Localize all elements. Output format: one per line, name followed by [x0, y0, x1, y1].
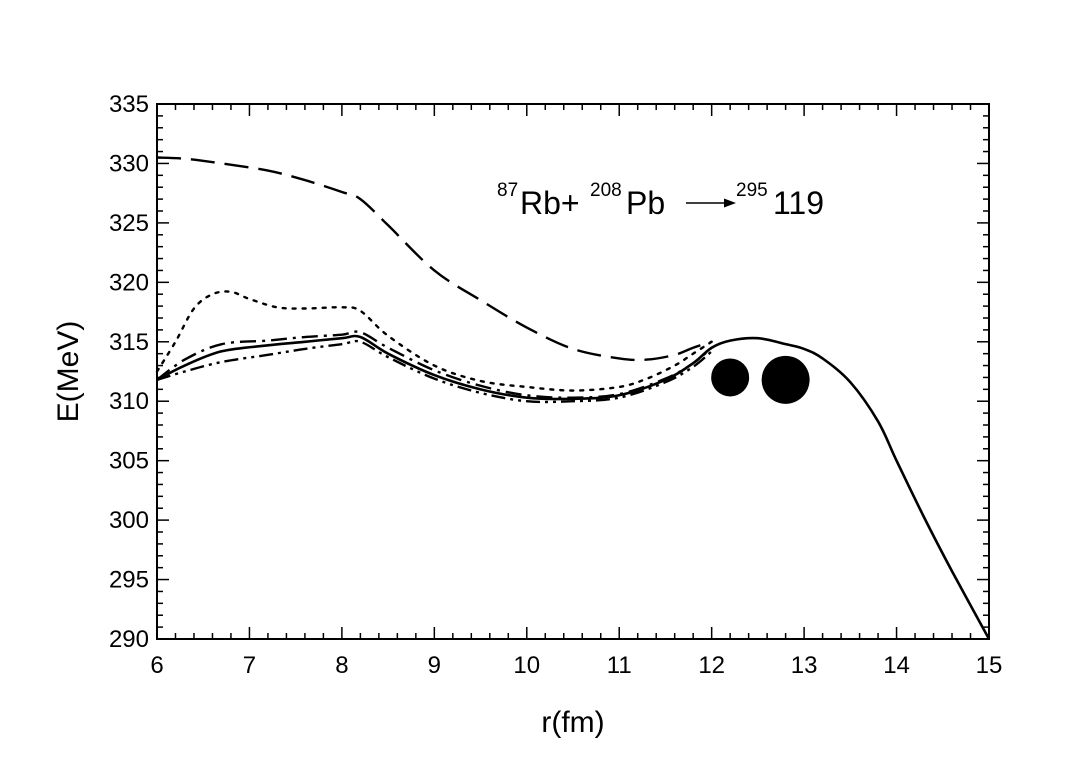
x-tick-label: 7 [243, 652, 256, 679]
x-axis-title: r(fm) [541, 706, 604, 739]
annotation-pb: Pb [626, 185, 665, 221]
annotation-rb: Rb+ [520, 185, 580, 221]
reaction-arrow-head [724, 198, 736, 208]
nuclei-markers [711, 355, 810, 404]
x-tick-label: 14 [883, 652, 910, 679]
tick-labels-group: 6 7 8 9 10 11 12 13 14 15 290 295 300 305 310 315 320 325… [109, 91, 1002, 679]
y-tick-label: 315 [109, 329, 149, 356]
series-line-dashdot [156, 330, 713, 399]
y-tick-label: 325 [109, 210, 149, 237]
ticks-group [156, 103, 990, 640]
x-tick-label: 8 [335, 652, 348, 679]
nucleus-marker [711, 358, 750, 397]
series-line-dashdotdot [156, 339, 713, 404]
x-tick-label: 9 [428, 652, 441, 679]
y-tick-label: 300 [109, 507, 149, 534]
y-tick-label: 290 [109, 626, 149, 653]
y-axis-title: E(MeV) [52, 321, 85, 423]
y-tick-label: 295 [109, 567, 149, 594]
x-tick-label: 10 [513, 652, 540, 679]
x-tick-label: 12 [698, 652, 725, 679]
series-line-dash [156, 156, 713, 362]
x-tick-label: 13 [791, 652, 818, 679]
x-tick-label: 11 [607, 652, 632, 679]
x-tick-label: 15 [976, 652, 1003, 679]
nucleus-marker [761, 355, 810, 404]
curves-group [155, 156, 991, 640]
plot-frame [156, 103, 990, 640]
y-tick-label: 310 [109, 388, 149, 415]
y-tick-label: 320 [109, 269, 149, 296]
y-tick-label: 330 [109, 150, 149, 177]
y-tick-label: 305 [109, 448, 149, 475]
series-line-solid [156, 334, 991, 640]
x-tick-label: 6 [150, 652, 163, 679]
annotation-sup-rb: 87 [497, 180, 518, 201]
annotation-sup-pb: 208 [590, 180, 622, 201]
annotation-sup-product: 295 [736, 180, 768, 201]
reaction-annotation: 87 Rb+ 208 Pb 295 119 [497, 180, 824, 221]
y-tick-label: 335 [109, 91, 149, 118]
annotation-product: 119 [773, 185, 824, 221]
